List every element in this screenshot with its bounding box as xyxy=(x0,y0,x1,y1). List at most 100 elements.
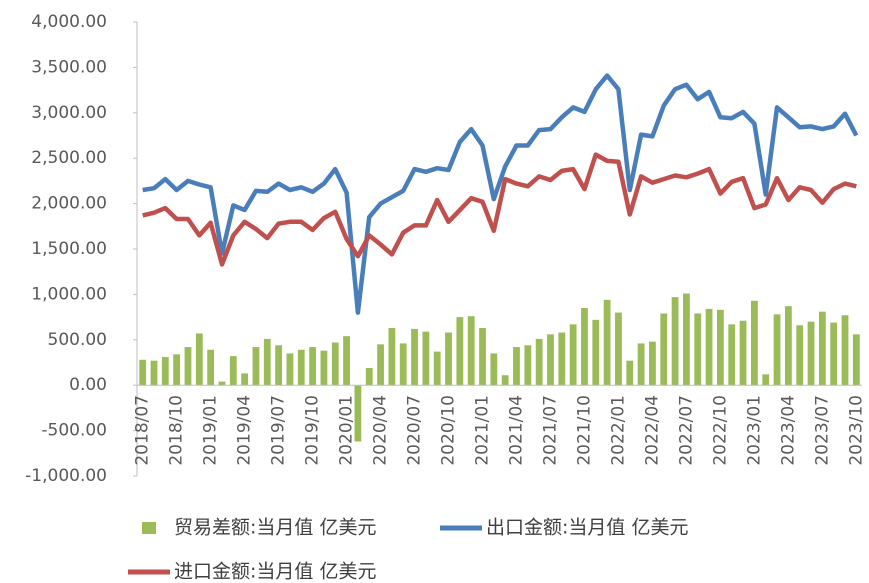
x-tick-label: 2021/07 xyxy=(540,395,560,466)
y-tick-label: 4,000.00 xyxy=(31,12,107,32)
bar xyxy=(615,312,622,386)
bar xyxy=(173,354,181,386)
bar xyxy=(524,345,532,386)
x-tick-label: 2021/04 xyxy=(506,395,526,466)
y-tick-label: 3,500.00 xyxy=(31,57,107,77)
x-tick-label: 2019/10 xyxy=(303,395,323,466)
bar xyxy=(807,321,815,386)
bar xyxy=(411,328,418,386)
legend-swatch xyxy=(142,522,156,534)
bar xyxy=(535,338,543,386)
y-tick-label: 0.00 xyxy=(69,375,107,395)
bar xyxy=(558,332,566,386)
bar xyxy=(467,316,475,386)
bar xyxy=(818,311,826,386)
bar xyxy=(694,313,702,386)
bar xyxy=(490,353,498,386)
x-tick-label: 2019/04 xyxy=(235,395,255,466)
bar xyxy=(581,308,588,386)
bar xyxy=(773,314,781,386)
bar xyxy=(626,360,634,386)
bar xyxy=(717,309,724,386)
bar xyxy=(252,347,260,386)
bar xyxy=(592,319,600,386)
x-tick-label: 2019/07 xyxy=(269,395,289,466)
bar xyxy=(343,336,350,386)
bar xyxy=(762,374,770,386)
bar xyxy=(218,381,226,386)
legend-label: 贸易差额:当月值 亿美元 xyxy=(174,517,376,539)
x-tick-label: 2020/10 xyxy=(439,395,459,466)
x-tick-label: 2019/01 xyxy=(201,395,221,466)
bar xyxy=(207,349,215,386)
bar xyxy=(139,359,147,386)
x-tick-label: 2022/01 xyxy=(608,395,628,466)
bar xyxy=(637,343,645,386)
bar xyxy=(547,334,554,386)
bar xyxy=(660,313,668,386)
y-tick-label: -500.00 xyxy=(41,421,107,441)
bar xyxy=(377,344,384,386)
bar xyxy=(456,317,464,386)
x-tick-label: 2020/01 xyxy=(337,395,357,466)
bar xyxy=(354,385,362,442)
x-tick-label: 2022/07 xyxy=(676,395,696,466)
bar xyxy=(320,350,328,386)
line xyxy=(142,73,859,315)
bar xyxy=(297,349,305,386)
x-tick-label: 2023/01 xyxy=(744,395,764,466)
bar xyxy=(445,332,452,386)
bar xyxy=(830,322,838,386)
bar xyxy=(683,293,690,386)
bar xyxy=(739,320,747,386)
bar xyxy=(275,345,282,386)
bar xyxy=(513,347,520,386)
bar xyxy=(399,343,407,386)
y-tick-label: 500.00 xyxy=(48,330,107,350)
y-tick-label: 2,000.00 xyxy=(31,194,107,214)
line xyxy=(142,152,857,267)
x-tick-label: 2018/07 xyxy=(133,395,153,466)
bar xyxy=(649,341,656,386)
bar xyxy=(750,300,758,386)
x-tick-label: 2018/10 xyxy=(167,395,187,466)
bar xyxy=(603,299,611,386)
bar xyxy=(229,356,237,386)
y-tick-label: 1,500.00 xyxy=(31,239,107,259)
bar xyxy=(263,338,271,386)
bar xyxy=(388,327,396,386)
bar xyxy=(671,297,679,386)
bar xyxy=(195,333,203,386)
bar xyxy=(501,375,509,386)
legend-label: 出口金额:当月值 亿美元 xyxy=(486,517,688,539)
bar xyxy=(161,357,169,386)
bar xyxy=(365,367,373,386)
bar xyxy=(796,325,804,386)
x-tick-label: 2021/10 xyxy=(574,395,594,466)
y-tick-label: 1,000.00 xyxy=(31,284,107,304)
bar xyxy=(479,327,486,386)
x-tick-label: 2022/10 xyxy=(710,395,730,466)
y-tick-label: -1,000.00 xyxy=(25,466,107,486)
bar xyxy=(433,351,441,386)
bar xyxy=(241,373,249,386)
y-tick-label: 2,500.00 xyxy=(31,148,107,168)
bar xyxy=(852,334,860,386)
bar xyxy=(784,306,792,386)
x-tick-label: 2022/04 xyxy=(642,395,662,466)
bar xyxy=(184,347,192,386)
bar xyxy=(331,342,339,386)
bar xyxy=(309,347,316,386)
legend-label: 进口金额:当月值 亿美元 xyxy=(174,561,376,583)
x-tick-label: 2023/10 xyxy=(846,395,866,466)
bar xyxy=(286,353,294,386)
bar xyxy=(705,308,713,386)
bar xyxy=(422,331,430,386)
bar xyxy=(841,315,849,386)
bar xyxy=(150,360,158,386)
x-tick-label: 2021/01 xyxy=(473,395,493,466)
y-tick-label: 3,000.00 xyxy=(31,103,107,123)
x-tick-label: 2023/07 xyxy=(812,395,832,466)
bar xyxy=(569,324,577,386)
